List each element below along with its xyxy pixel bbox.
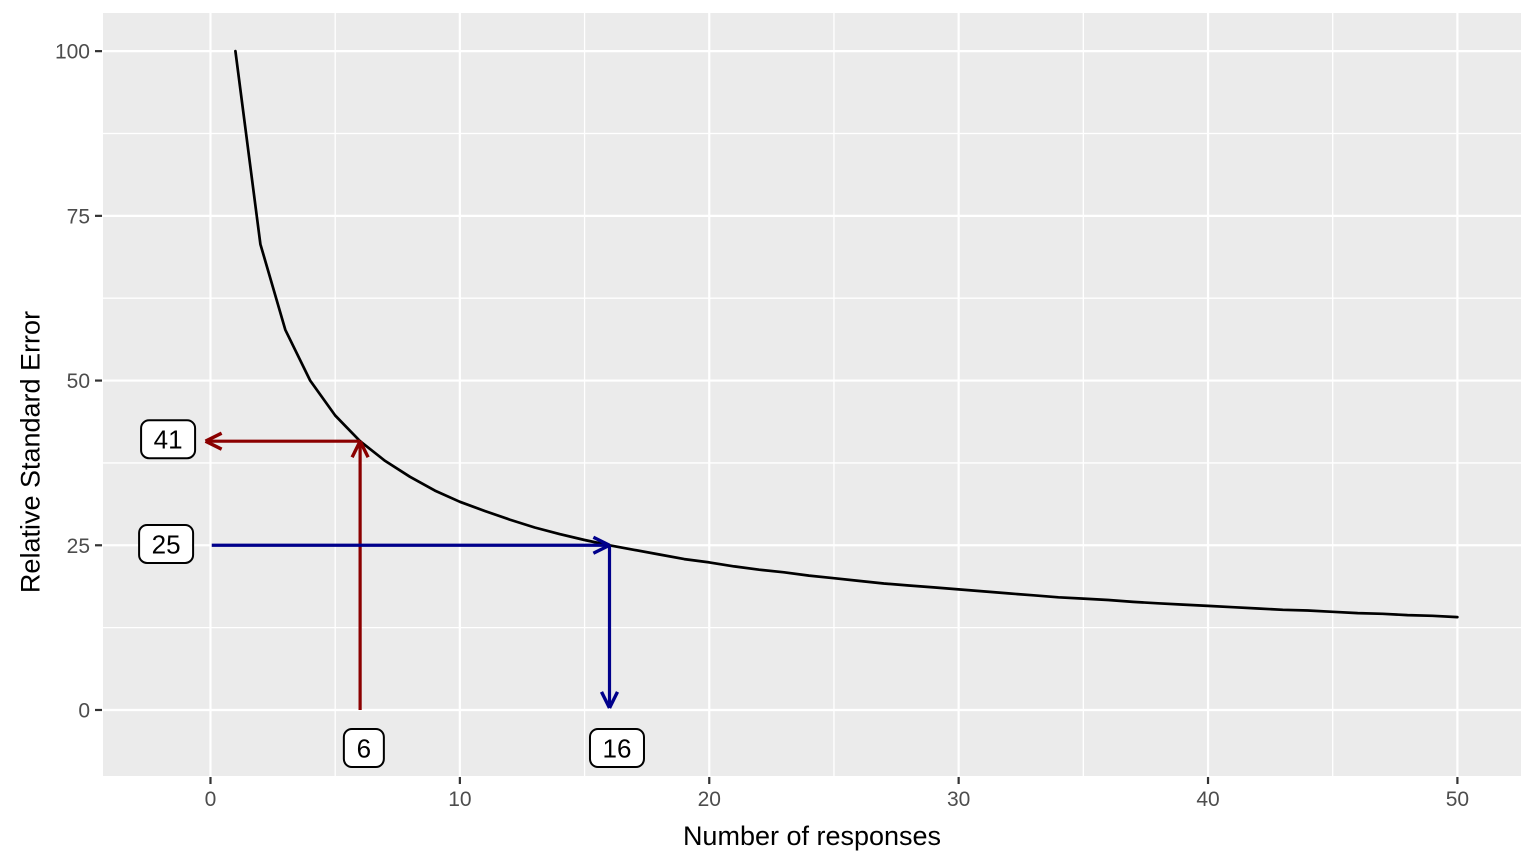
annotation-label-16: 16: [588, 727, 645, 768]
arrowhead: [607, 691, 620, 709]
arrow-right-from-y25: [211, 535, 611, 555]
x-tick-label: 50: [1446, 788, 1469, 811]
label-text: 25: [152, 529, 181, 559]
major-gridlines: [103, 13, 1521, 776]
x-tick-label: 40: [1196, 788, 1219, 811]
arrowhead: [204, 431, 223, 443]
annotation-labels: 41 25 6 16: [138, 419, 645, 768]
annotation-label-41: 41: [140, 419, 197, 460]
y-tick-label: 25: [67, 535, 90, 558]
arrow-down-to-x16: [599, 545, 620, 709]
panel-background: [103, 13, 1521, 776]
label-box: [588, 727, 645, 768]
x-tick-label: 20: [698, 788, 721, 811]
minor-gridlines: [103, 13, 1521, 776]
relative-standard-error-curve: [234, 49, 1459, 619]
arrowhead: [204, 439, 223, 451]
x-tick-label: 10: [448, 788, 471, 811]
label-box: [140, 419, 197, 460]
y-tick-label: 100: [55, 41, 90, 64]
arrowhead: [350, 440, 362, 459]
label-text: 6: [357, 733, 371, 763]
y-axis-title: Relative Standard Error: [15, 310, 46, 594]
arrowhead: [592, 535, 611, 547]
y-tick-label: 0: [78, 699, 90, 722]
label-text: 41: [154, 425, 183, 455]
x-axis-title: Number of responses: [682, 821, 942, 851]
y-tick-label: 75: [67, 205, 90, 228]
annotation-arrows: [204, 431, 620, 710]
arrowhead: [592, 543, 611, 555]
x-tick-label: 30: [947, 788, 970, 811]
x-tick-label: 0: [205, 788, 217, 811]
axis-tick-labels: 0 10 20 30 40 50 0 25 50 75 100: [55, 41, 1469, 811]
arrow-up-from-x6: [350, 440, 370, 710]
axis-ticks: [95, 50, 1459, 784]
arrowhead: [358, 440, 370, 459]
label-text: 16: [603, 733, 632, 763]
label-box: [342, 727, 385, 768]
arrowhead: [599, 691, 612, 709]
annotation-label-25: 25: [138, 523, 195, 564]
label-box: [138, 523, 195, 564]
arrow-left-to-y41: [204, 431, 361, 451]
y-tick-label: 50: [67, 370, 90, 393]
annotation-label-6: 6: [342, 727, 385, 768]
